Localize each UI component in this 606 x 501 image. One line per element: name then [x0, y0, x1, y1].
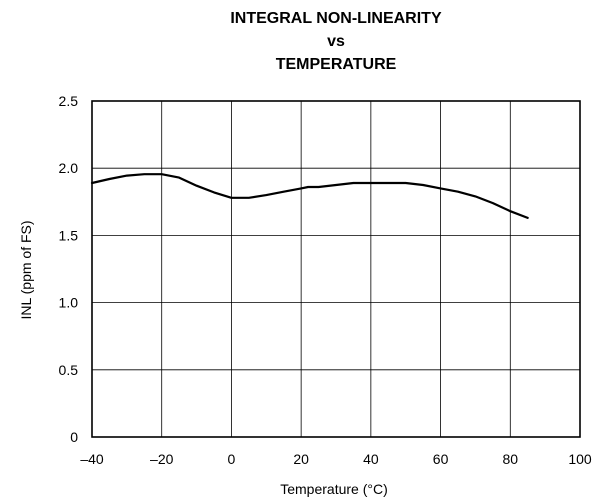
x-tick-label: 100 — [568, 451, 592, 467]
chart-title: INTEGRAL NON-LINEARITY vs TEMPERATURE — [230, 10, 442, 73]
x-tick-label: 60 — [433, 451, 449, 467]
x-tick-label: 80 — [502, 451, 518, 467]
x-tick-label: –40 — [80, 451, 104, 467]
inl-series-line — [90, 173, 529, 219]
x-axis-label: Temperature (°C) — [280, 481, 388, 497]
x-tick-label: 0 — [228, 451, 236, 467]
grid — [91, 100, 581, 438]
chart-title-line-3: TEMPERATURE — [276, 56, 397, 73]
y-tick-label: 1.5 — [59, 227, 79, 243]
x-tick-label: –20 — [150, 451, 174, 467]
y-tick-label: 2.0 — [59, 160, 79, 176]
y-tick-label: 0 — [70, 429, 78, 445]
x-tick-label: 40 — [363, 451, 379, 467]
chart-title-line-1: INTEGRAL NON-LINEARITY — [230, 10, 442, 27]
chart-title-line-2: vs — [327, 33, 345, 50]
y-tick-label: 2.5 — [59, 93, 79, 109]
y-axis-ticks: 0 0.5 1.0 1.5 2.0 2.5 — [59, 93, 79, 445]
y-axis-label: INL (ppm of FS) — [18, 220, 34, 319]
x-axis-ticks: –40 –20 0 20 40 60 80 100 — [80, 451, 592, 467]
plot-frame — [91, 100, 581, 438]
y-tick-label: 1.0 — [59, 295, 79, 311]
y-tick-label: 0.5 — [59, 362, 79, 378]
x-tick-label: 20 — [293, 451, 309, 467]
series-layer — [90, 173, 529, 219]
